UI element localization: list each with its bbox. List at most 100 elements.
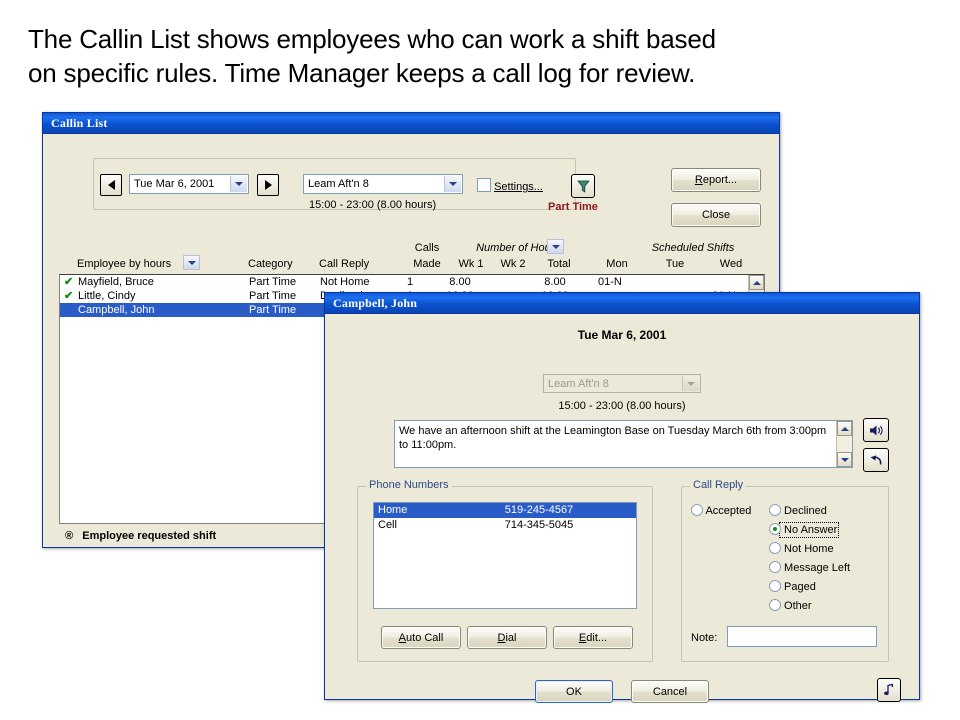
radio-accepted[interactable]: Accepted — [691, 504, 751, 517]
call-dialog-titlebar[interactable]: Campbell, John — [325, 293, 919, 314]
col-total[interactable]: Total — [547, 258, 571, 270]
employee-sort-button[interactable] — [183, 255, 200, 270]
scroll-up-button[interactable] — [837, 421, 852, 436]
cell-category: Part Time — [249, 276, 297, 288]
phone-rows: Home 519-245-4567 Cell 714-345-5045 — [374, 503, 636, 533]
music-note-icon — [884, 683, 894, 696]
radio-message-left[interactable]: Message Left — [769, 561, 850, 574]
close-button[interactable]: Close — [671, 203, 761, 227]
radio-label: No Answer — [778, 522, 840, 538]
cell-category: Part Time — [249, 290, 297, 302]
col-mon[interactable]: Mon — [606, 258, 628, 270]
speaker-sound-icon — [869, 425, 883, 435]
list-item[interactable]: Cell 714-345-5045 — [374, 518, 636, 533]
list-item[interactable]: Home 519-245-4567 — [374, 503, 636, 518]
date-combo[interactable]: Tue Mar 6, 2001 — [129, 174, 249, 194]
auto-call-label: Auto Call — [398, 631, 444, 644]
prev-day-button[interactable] — [100, 174, 122, 196]
hours-menu-button[interactable] — [547, 239, 564, 254]
shift-combo[interactable]: Leam Aft'n 8 — [303, 174, 463, 194]
scroll-down-button[interactable] — [837, 452, 852, 467]
radio-declined[interactable]: Declined — [769, 504, 827, 517]
cell-employee: Little, Cindy — [78, 290, 136, 302]
cell-calls-made: 1 — [406, 276, 414, 288]
next-day-button[interactable] — [257, 174, 279, 196]
auto-call-button[interactable]: Auto Call — [381, 626, 461, 649]
call-detail-dialog: Campbell, John Tue Mar 6, 2001 Leam Aft'… — [324, 292, 920, 703]
radio-button[interactable] — [769, 599, 781, 611]
call-dialog-shift-value: Leam Aft'n 8 — [548, 377, 609, 390]
radio-no-answer[interactable]: No Answer — [769, 522, 840, 538]
chevron-down-icon[interactable] — [444, 176, 461, 192]
cell-mon: 01-N — [598, 276, 622, 288]
cell-check: ✔ — [64, 276, 74, 288]
chevron-up-icon — [752, 280, 761, 285]
cell-employee: Mayfield, Bruce — [78, 276, 154, 288]
radio-button[interactable] — [769, 504, 781, 516]
radio-button[interactable] — [691, 504, 703, 516]
cancel-label: Cancel — [652, 685, 688, 698]
message-textarea[interactable]: We have an afternoon shift at the Leamin… — [394, 420, 853, 468]
radio-button[interactable] — [769, 561, 781, 573]
radio-not-home[interactable]: Not Home — [769, 542, 834, 555]
col-wk1[interactable]: Wk 1 — [458, 258, 484, 270]
call-dialog-body: Tue Mar 6, 2001 Leam Aft'n 8 15:00 - 23:… — [325, 314, 919, 703]
radio-label: Declined — [781, 505, 827, 517]
undo-button[interactable] — [863, 448, 889, 472]
radio-label: Paged — [781, 581, 816, 593]
ok-button[interactable]: OK — [535, 680, 613, 703]
phone-number: 714-345-5045 — [504, 519, 574, 531]
ok-label: OK — [566, 685, 582, 698]
chevron-up-icon — [840, 426, 849, 431]
radio-paged[interactable]: Paged — [769, 580, 816, 593]
settings-label: Settings... — [494, 181, 543, 193]
phone-number: 519-245-4567 — [504, 504, 574, 516]
call-reply-label: Call Reply — [690, 479, 747, 491]
callin-list-titlebar[interactable]: Callin List — [43, 113, 779, 134]
edit-label: Edit... — [578, 631, 608, 644]
chevron-down-icon — [551, 244, 560, 249]
phone-numbers-label: Phone Numbers — [366, 479, 452, 491]
radio-button[interactable] — [769, 523, 781, 535]
requested-shift-symbol: ® — [65, 530, 74, 542]
col-wed[interactable]: Wed — [719, 258, 743, 270]
date-combo-value: Tue Mar 6, 2001 — [134, 178, 215, 190]
cell-employee: Campbell, John — [78, 304, 155, 316]
edit-button[interactable]: Edit... — [553, 626, 633, 649]
play-sound-button[interactable] — [863, 418, 889, 442]
radio-button[interactable] — [769, 542, 781, 554]
col-wk2[interactable]: Wk 2 — [500, 258, 526, 270]
col-category[interactable]: Category — [248, 258, 293, 270]
cell-check: ✔ — [64, 290, 74, 302]
report-button[interactable]: Report... — [671, 168, 761, 192]
filter-status-label: Part Time — [548, 201, 598, 213]
shift-combo-value: Leam Aft'n 8 — [308, 178, 369, 190]
radio-other[interactable]: Other — [769, 599, 812, 612]
header-scheduled-shifts: Scheduled Shifts — [651, 242, 735, 254]
col-employee-by-hours[interactable]: Employee by hours — [77, 258, 172, 270]
music-button[interactable] — [877, 678, 901, 702]
settings-checkbox[interactable]: Settings... — [477, 178, 543, 193]
left-arrow-icon — [107, 180, 115, 190]
cell-category: Part Time — [249, 304, 297, 316]
dial-button[interactable]: Dial — [467, 626, 547, 649]
col-call-reply[interactable]: Call Reply — [319, 258, 370, 270]
col-tue[interactable]: Tue — [665, 258, 685, 270]
right-arrow-icon — [264, 180, 272, 190]
filter-button[interactable] — [571, 174, 595, 198]
radio-button[interactable] — [769, 580, 781, 592]
undo-arrow-icon — [870, 454, 881, 465]
chevron-down-icon[interactable] — [230, 176, 247, 192]
callin-list-title: Callin List — [51, 115, 108, 130]
message-scrollbar[interactable] — [836, 421, 852, 467]
phone-numbers-list[interactable]: Home 519-245-4567 Cell 714-345-5045 — [373, 502, 637, 609]
caption-line-2: on specific rules. Time Manager keeps a … — [28, 58, 696, 88]
scroll-up-button[interactable] — [749, 275, 764, 290]
checkbox-box[interactable] — [477, 178, 491, 192]
chevron-down-icon — [682, 376, 699, 391]
note-input[interactable] — [727, 626, 877, 647]
table-row[interactable]: ✔ Mayfield, Bruce Part Time Not Home 1 8.00 8.… — [60, 275, 764, 289]
col-made[interactable]: Made — [413, 258, 441, 270]
cell-call-reply: Not Home — [320, 276, 370, 288]
cancel-button[interactable]: Cancel — [631, 680, 709, 703]
